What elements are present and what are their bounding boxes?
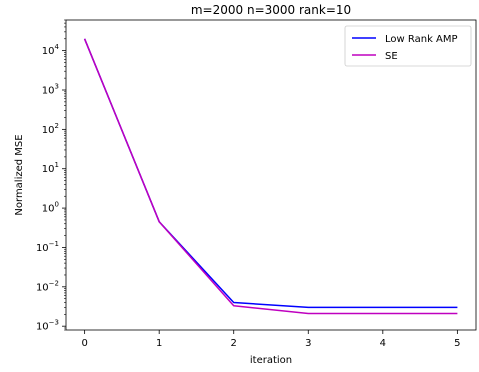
x-tick-label: 5 — [454, 338, 460, 349]
y-tick-label: 101 — [42, 161, 59, 175]
y-tick-label: 10−3 — [36, 319, 59, 333]
x-tick-label: 0 — [81, 338, 87, 349]
y-tick-label: 102 — [42, 122, 59, 136]
x-tick-label: 2 — [231, 338, 237, 349]
y-tick-label: 103 — [42, 82, 59, 96]
y-axis: 10−3 10−2 10−1 100 101 102 103 104 — [36, 19, 66, 333]
x-tick-label: 3 — [305, 338, 311, 349]
y-tick-label: 104 — [42, 43, 60, 57]
x-tick-label: 1 — [156, 338, 162, 349]
series-layer — [83, 38, 458, 315]
series-line-se — [83, 38, 458, 315]
y-tick-label: 100 — [42, 201, 59, 215]
legend-box — [344, 25, 472, 67]
plot-area — [65, 19, 477, 331]
x-axis-label: iteration — [250, 355, 292, 366]
x-tick-label: 4 — [380, 338, 386, 349]
chart-title: m=2000 n=3000 rank=10 — [191, 3, 351, 17]
legend: Low Rank AMP SE — [344, 25, 472, 67]
y-tick-label: 10−1 — [36, 240, 59, 254]
y-axis-label: Normalized MSE — [14, 134, 25, 215]
y-tick-label: 10−2 — [36, 279, 59, 293]
legend-label-se: SE — [385, 51, 398, 62]
x-axis: 0 1 2 3 4 5 — [81, 330, 461, 349]
legend-label-low-rank-amp: Low Rank AMP — [385, 34, 458, 45]
